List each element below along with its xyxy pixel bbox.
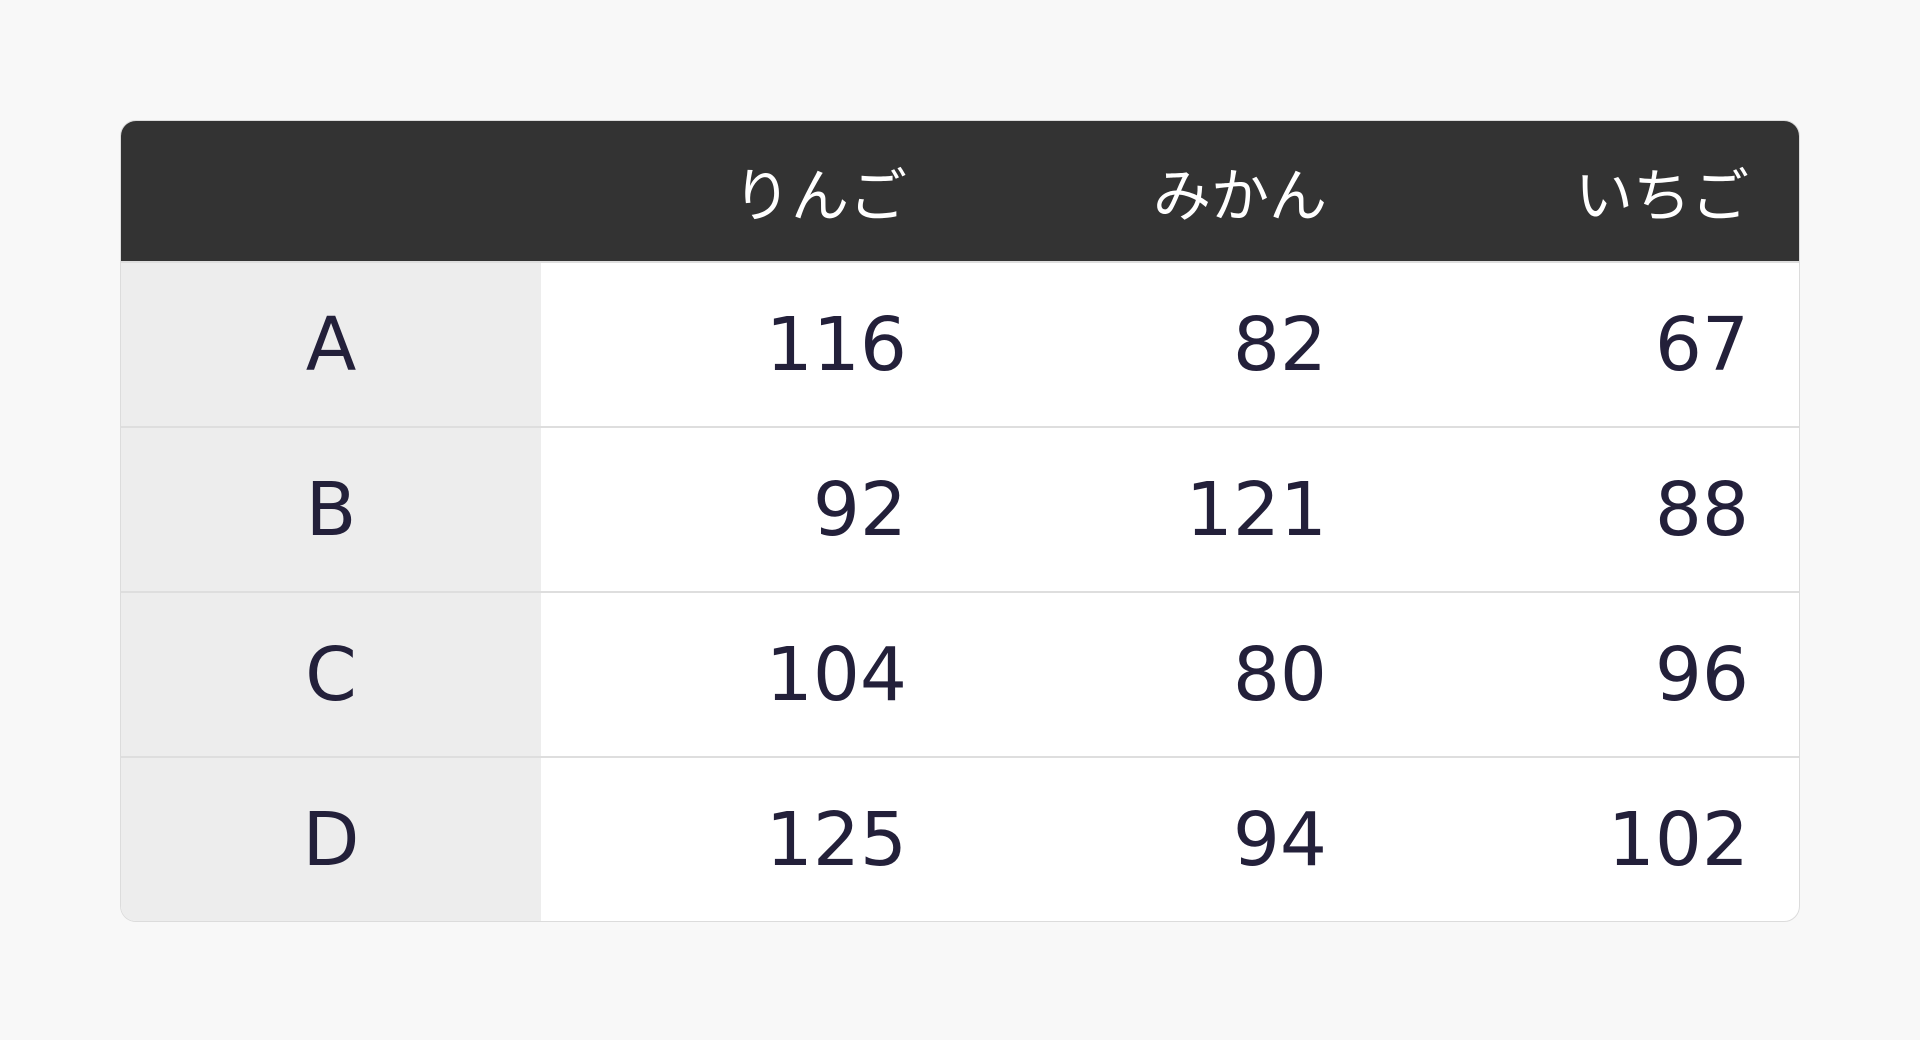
table-row: A 116 82 67 — [121, 261, 1799, 426]
header-cell-corner — [121, 121, 541, 261]
table-cell: 80 — [1232, 631, 1327, 718]
header-cell-mikan: みかん — [1152, 162, 1327, 230]
table-row: D 125 94 102 — [121, 756, 1799, 921]
header-cell-ichigo: いちご — [1574, 162, 1749, 230]
table-cell: 82 — [1232, 301, 1327, 388]
header-cell-ringo: りんご — [732, 162, 907, 230]
table-row: C 104 80 96 — [121, 591, 1799, 756]
table-row: B 92 121 88 — [121, 426, 1799, 591]
data-table: りんご みかん いちご A 116 82 67 B 92 121 88 C 10… — [120, 120, 1800, 922]
table-cell: 92 — [812, 466, 907, 553]
table-cell: 125 — [765, 796, 907, 883]
row-label: B — [121, 428, 541, 591]
table-cell: 116 — [765, 301, 907, 388]
table-cell: 121 — [1185, 466, 1327, 553]
table-cell: 104 — [765, 631, 907, 718]
table-header-row: りんご みかん いちご — [121, 121, 1799, 261]
table-cell: 96 — [1654, 631, 1749, 718]
row-label: C — [121, 593, 541, 756]
table-cell: 94 — [1232, 796, 1327, 883]
row-label: D — [121, 758, 541, 921]
table-cell: 67 — [1654, 301, 1749, 388]
table-cell: 102 — [1607, 796, 1749, 883]
table-cell: 88 — [1654, 466, 1749, 553]
row-label: A — [121, 263, 541, 426]
